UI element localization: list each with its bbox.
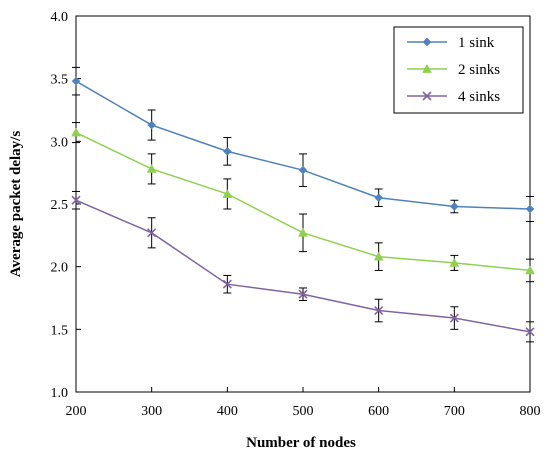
series-1 (71, 66, 535, 223)
x-tick-label: 500 (293, 404, 314, 419)
y-tick-label: 1.5 (51, 323, 69, 338)
data-point (525, 204, 535, 214)
data-point (449, 313, 459, 323)
y-tick-label: 3.5 (51, 73, 69, 88)
data-point (298, 165, 308, 175)
x-tick-label: 700 (444, 404, 465, 419)
data-point (71, 76, 81, 86)
data-point (71, 127, 81, 137)
y-tick-label: 2.5 (51, 198, 69, 213)
data-point (449, 257, 460, 267)
data-point (374, 193, 384, 203)
legend-label: 1 sink (458, 35, 495, 51)
data-point (147, 120, 157, 130)
x-marker-stroke (71, 195, 81, 205)
data-point (374, 305, 384, 316)
x-marker-stroke (449, 313, 459, 323)
legend-label: 4 sinks (458, 89, 500, 105)
series-2 (71, 122, 535, 283)
data-point (222, 279, 232, 289)
legend-marker (422, 37, 432, 47)
y-tick-label: 4.0 (51, 10, 69, 25)
x-tick-label: 400 (217, 404, 238, 419)
y-axis-label: Average packet delay/s (8, 131, 24, 278)
legend-entry-3: 4 sinks (407, 89, 500, 105)
x-marker-stroke (222, 279, 232, 289)
legend-marker (422, 63, 432, 73)
legend: 1 sink 2 sinks 4 sinks (393, 26, 524, 114)
data-point (147, 228, 157, 238)
legend-label: 2 sinks (458, 62, 500, 78)
x-marker-stroke (147, 228, 157, 238)
data-point (525, 327, 535, 337)
x-marker-stroke (374, 305, 384, 316)
legend-entry-1: 1 sink (407, 35, 495, 51)
x-tick-label: 300 (141, 404, 162, 419)
data-point (298, 227, 308, 237)
legend-marker (422, 91, 432, 101)
data-point (222, 147, 232, 156)
data-point (71, 195, 81, 205)
data-point (298, 289, 308, 299)
y-tick-label: 2.0 (51, 261, 69, 276)
data-point (146, 163, 157, 173)
data-point (373, 251, 384, 261)
x-axis-label: Number of nodes (246, 435, 356, 451)
x-marker-stroke (298, 289, 308, 299)
y-tick-label: 3.0 (51, 135, 69, 150)
y-tick-label: 1.0 (51, 386, 69, 401)
x-tick-label: 600 (368, 404, 389, 419)
legend-entry-2: 2 sinks (407, 62, 500, 78)
x-marker-stroke (422, 91, 432, 101)
data-point (525, 265, 535, 275)
x-tick-label: 800 (520, 404, 541, 419)
data-point (449, 202, 459, 211)
x-marker-stroke (525, 327, 535, 337)
series-group (71, 66, 535, 343)
x-axis: 200 300 400 500 600 700 800 (66, 387, 541, 419)
series-3 (71, 190, 535, 343)
x-tick-label: 200 (66, 404, 87, 419)
y-axis: 1.0 1.5 2.0 2.5 3.0 3.5 4.0 (51, 10, 81, 401)
data-point (222, 188, 233, 198)
